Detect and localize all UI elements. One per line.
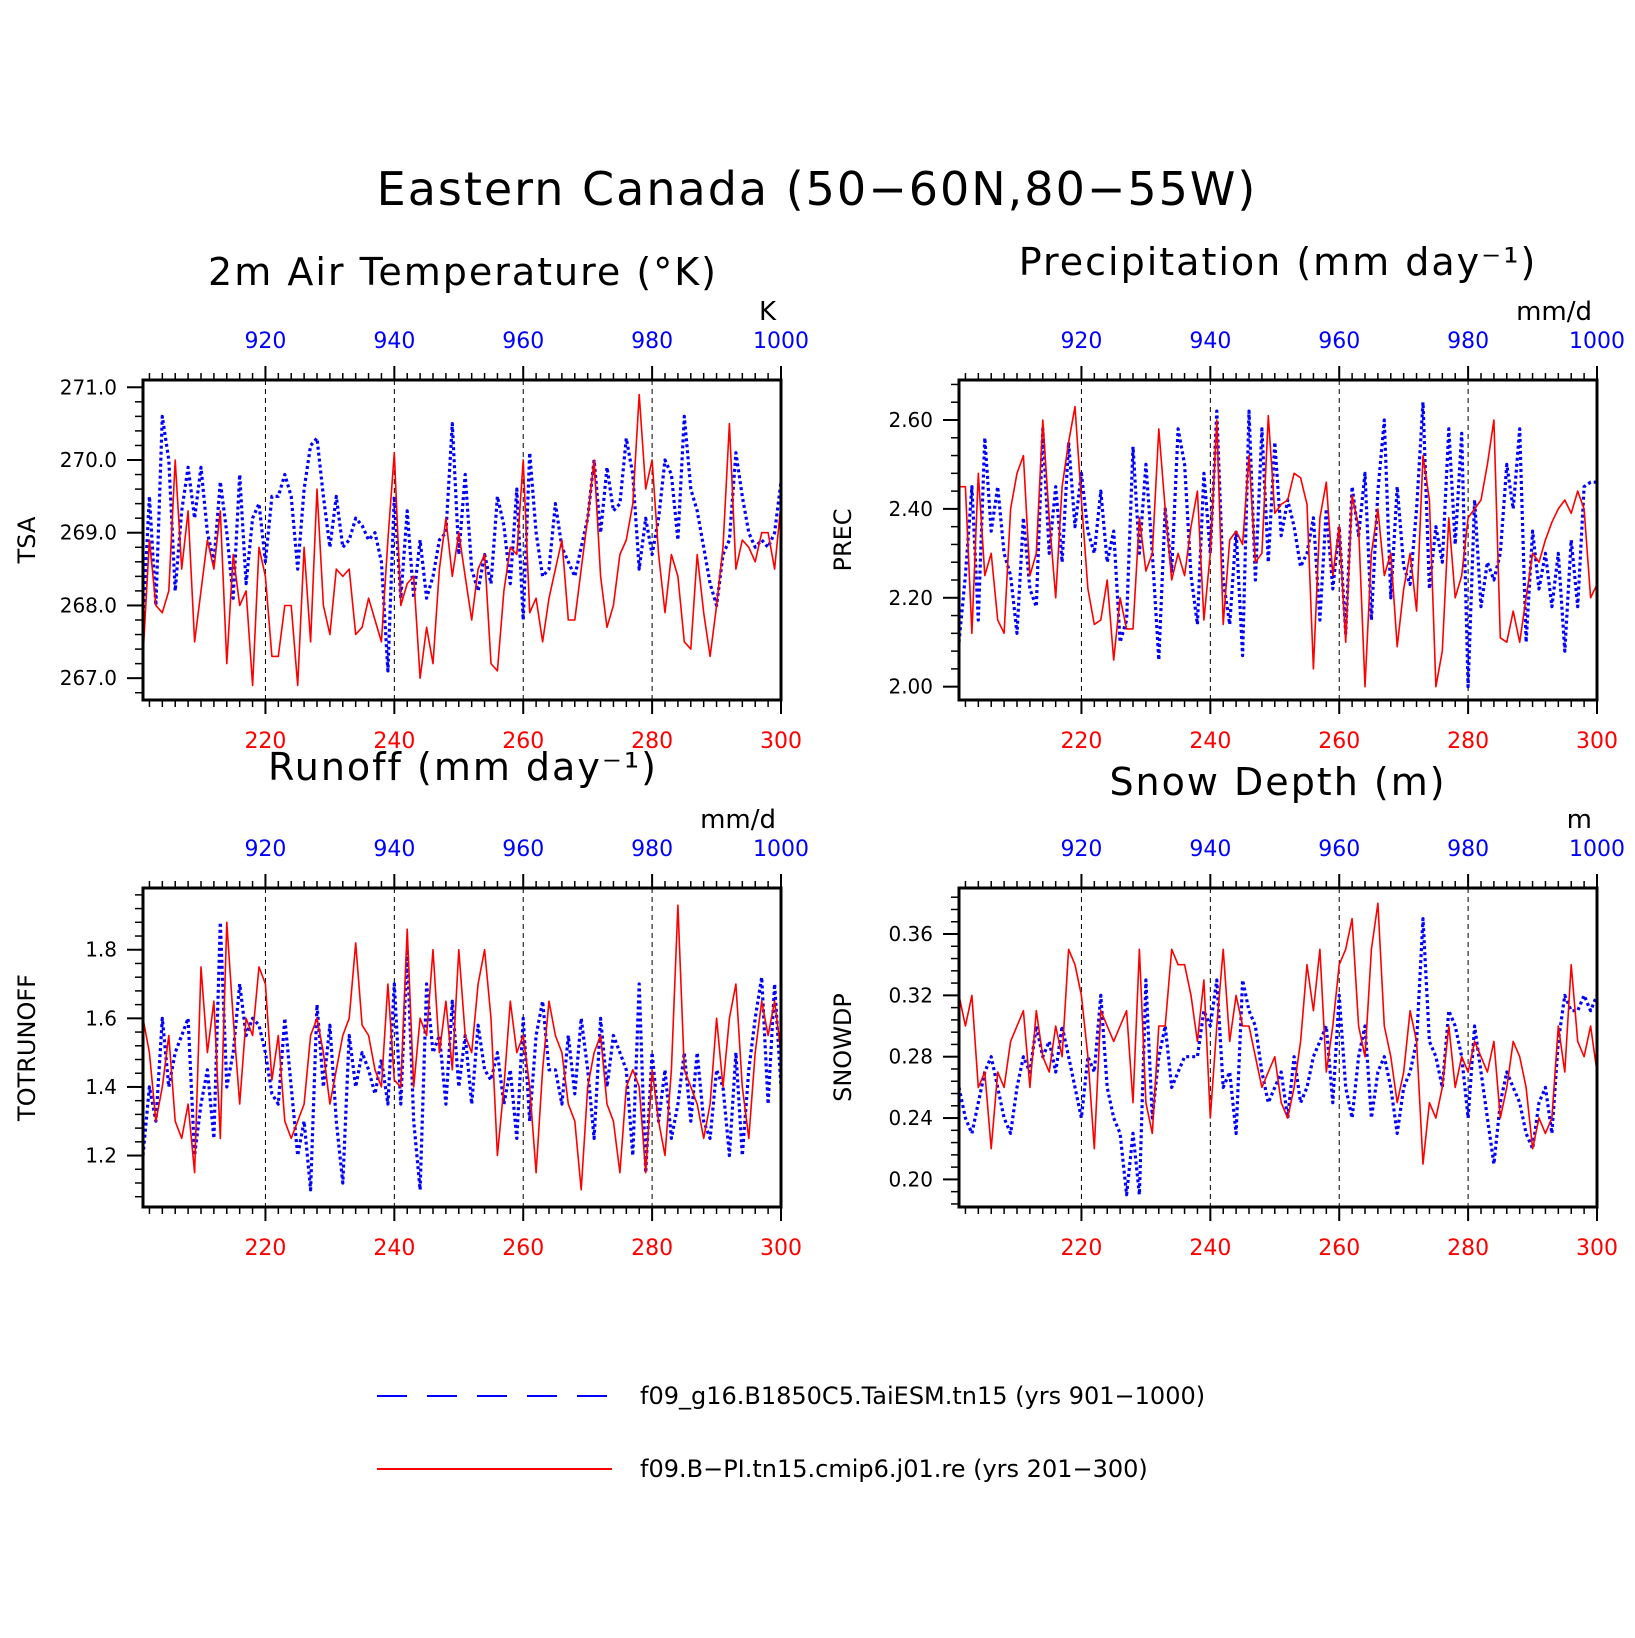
unit-label: m [1567, 805, 1592, 835]
x-tick-label-bottom: 220 [1060, 729, 1102, 754]
x-tick-label-top: 980 [1447, 837, 1489, 862]
x-tick-label-bottom: 280 [631, 1236, 673, 1261]
x-tick-label-top: 1000 [1569, 329, 1625, 354]
x-tick-label-top: 940 [1189, 837, 1231, 862]
y-tick-label: 0.24 [888, 1106, 933, 1130]
panel-4: Snow Depth (m) m 220 240 260 280 300 920 940 960 9… [829, 760, 1625, 1261]
x-tick-label-top: 980 [631, 837, 673, 862]
y-tick-label: 0.28 [888, 1045, 933, 1069]
x-tick-label-top: 920 [244, 837, 286, 862]
y-tick-label: 2.60 [888, 408, 933, 432]
panels: 2m Air Temperature (°K) K 220 240 260 280 300 9… [13, 240, 1625, 1261]
x-tick-label-top: 980 [631, 329, 673, 354]
y-tick-label: 2.20 [888, 586, 933, 610]
x-tick-label-bottom: 280 [1447, 1236, 1489, 1261]
y-tick-label: 269.0 [60, 521, 117, 545]
y-tick-label: 268.0 [60, 593, 117, 617]
x-tick-label-bottom: 220 [1060, 1236, 1102, 1261]
series-line-red [959, 405, 1598, 688]
x-tick-label-bottom: 240 [373, 1236, 415, 1261]
y-tick-label: 1.4 [85, 1075, 117, 1099]
series-line-red [142, 904, 782, 1191]
x-tick-label-top: 960 [1318, 837, 1360, 862]
y-tick-label: 2.00 [888, 675, 933, 699]
y-tick-label: 1.6 [85, 1006, 117, 1030]
x-tick-label-top: 920 [1060, 837, 1102, 862]
plot-frame [141, 378, 783, 702]
legend: f09_g16.B1850C5.TaiESM.tn15 (yrs 901−100… [377, 1382, 1205, 1483]
y-tick-label: 1.2 [85, 1144, 117, 1168]
x-tick-label-top: 960 [1318, 329, 1360, 354]
x-tick-label-bottom: 260 [1318, 729, 1360, 754]
x-tick-label-top: 980 [1447, 329, 1489, 354]
y-tick-label: 0.32 [888, 983, 933, 1007]
panel-title: Runoff (mm day⁻¹) [268, 745, 658, 789]
y-axis-label: PREC [829, 508, 857, 571]
legend-label-red: f09.B−PI.tn15.cmip6.j01.re (yrs 201−300) [640, 1455, 1148, 1483]
unit-label: mm/d [700, 805, 776, 835]
x-tick-label-top: 1000 [753, 837, 809, 862]
x-tick-label-bottom: 220 [244, 729, 286, 754]
y-tick-label: 0.20 [888, 1167, 933, 1191]
series-line-blue [141, 920, 783, 1192]
y-tick-label: 267.0 [60, 666, 117, 690]
x-tick-label-top: 960 [502, 837, 544, 862]
figure-title: Eastern Canada (50−60N,80−55W) [377, 162, 1258, 216]
panel-2: Precipitation (mm day⁻¹) mm/d 220 240 260 280… [829, 240, 1625, 754]
x-tick-label-bottom: 260 [502, 729, 544, 754]
unit-label: mm/d [1516, 297, 1592, 327]
y-tick-label: 0.36 [888, 922, 933, 946]
x-tick-label-top: 960 [502, 329, 544, 354]
x-tick-label-bottom: 300 [1576, 729, 1618, 754]
x-tick-label-bottom: 240 [373, 729, 415, 754]
series-line-blue [141, 414, 783, 673]
x-tick-label-bottom: 240 [1189, 729, 1231, 754]
y-axis-label: TOTRUNOFF [13, 974, 41, 1122]
y-axis-label: TSA [13, 516, 41, 564]
series-line-blue [957, 400, 1597, 689]
x-tick-label-bottom: 300 [1576, 1236, 1618, 1261]
x-tick-label-bottom: 280 [631, 729, 673, 754]
plot-frame [957, 378, 1599, 702]
series-line-red [142, 393, 782, 687]
panel-title: Snow Depth (m) [1109, 760, 1446, 804]
x-tick-label-bottom: 220 [244, 1236, 286, 1261]
x-tick-label-top: 920 [1060, 329, 1102, 354]
legend-label-blue: f09_g16.B1850C5.TaiESM.tn15 (yrs 901−100… [640, 1382, 1205, 1410]
x-tick-label-top: 940 [1189, 329, 1231, 354]
y-axis-label: SNOWDP [829, 993, 857, 1102]
series-line-red [958, 902, 1598, 1165]
plot-frame [957, 886, 1599, 1209]
panel-3: Runoff (mm day⁻¹) mm/d 220 240 260 280 300 920 9… [13, 745, 809, 1261]
x-tick-label-top: 920 [244, 329, 286, 354]
y-tick-label: 1.8 [85, 938, 117, 962]
y-tick-label: 271.0 [60, 375, 117, 399]
x-tick-label-top: 1000 [753, 329, 809, 354]
panel-title: 2m Air Temperature (°K) [208, 250, 718, 294]
panel-title: Precipitation (mm day⁻¹) [1019, 240, 1538, 284]
series-line-blue [957, 917, 1599, 1197]
plot-frame [141, 886, 783, 1209]
x-tick-label-top: 1000 [1569, 837, 1625, 862]
x-tick-label-bottom: 300 [760, 729, 802, 754]
x-tick-label-bottom: 260 [1318, 1236, 1360, 1261]
x-tick-label-bottom: 300 [760, 1236, 802, 1261]
x-tick-label-top: 940 [373, 837, 415, 862]
y-tick-label: 270.0 [60, 448, 117, 472]
unit-label: K [759, 297, 777, 327]
x-tick-label-bottom: 280 [1447, 729, 1489, 754]
x-tick-label-top: 940 [373, 329, 415, 354]
panel-1: 2m Air Temperature (°K) K 220 240 260 280 300 9… [13, 250, 809, 754]
x-tick-label-bottom: 260 [502, 1236, 544, 1261]
x-tick-label-bottom: 240 [1189, 1236, 1231, 1261]
y-tick-label: 2.40 [888, 497, 933, 521]
